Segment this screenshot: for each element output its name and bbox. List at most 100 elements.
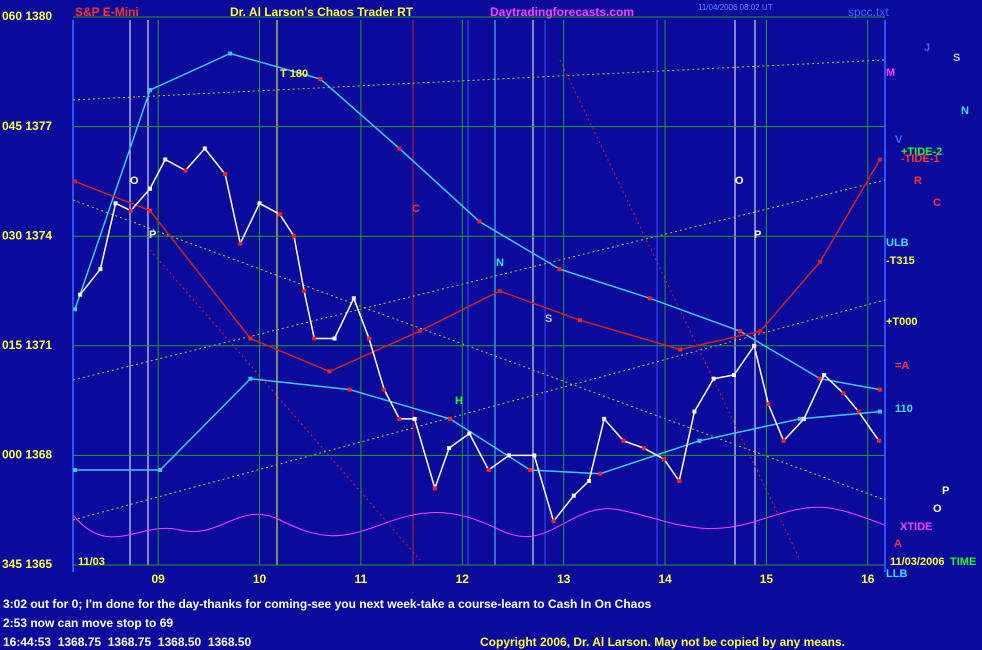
dotted-line bbox=[72, 59, 886, 101]
price-point bbox=[641, 446, 646, 451]
price-point bbox=[818, 376, 823, 381]
annotation: N bbox=[496, 257, 504, 269]
price-point bbox=[647, 296, 652, 301]
price-point bbox=[497, 289, 502, 293]
price-point bbox=[447, 446, 452, 451]
chart-title: Dr. Al Larson's Chaos Trader RT bbox=[230, 5, 414, 19]
price-point bbox=[586, 478, 591, 483]
price-point bbox=[557, 267, 562, 272]
price-point bbox=[822, 373, 827, 378]
annotation: T 180 bbox=[280, 68, 308, 80]
price-point bbox=[148, 208, 153, 213]
price-point bbox=[148, 186, 153, 191]
annotation: XTIDE bbox=[900, 521, 932, 533]
x-tick-label: 10 bbox=[253, 572, 267, 586]
price-point bbox=[662, 457, 667, 462]
y-tick-label: 345 1365 bbox=[2, 557, 52, 571]
annotation: S bbox=[545, 313, 552, 325]
y-tick-label: 045 1377 bbox=[2, 119, 52, 133]
price-point bbox=[351, 296, 356, 301]
annotation: N bbox=[961, 105, 969, 117]
price-point bbox=[73, 179, 78, 184]
annotation: LLB bbox=[886, 568, 907, 580]
price-point bbox=[397, 416, 402, 421]
oscillator bbox=[72, 506, 886, 538]
annotation: C bbox=[412, 203, 420, 215]
annotation: O bbox=[130, 175, 139, 187]
annotation: J bbox=[924, 42, 930, 54]
annotation: ULB bbox=[886, 237, 909, 249]
price-point bbox=[163, 157, 168, 162]
price-point bbox=[223, 172, 228, 177]
annotation: V bbox=[895, 134, 903, 146]
annotation: A bbox=[894, 538, 902, 550]
decor-lines bbox=[72, 20, 886, 565]
price-point bbox=[417, 329, 422, 334]
copyright: Copyright 2006, Dr. Al Larson. May not b… bbox=[480, 635, 845, 649]
y-tick-label: 000 1368 bbox=[2, 448, 52, 462]
price-point bbox=[532, 453, 537, 458]
x-tick-label: 09 bbox=[151, 572, 165, 586]
price-point bbox=[367, 336, 372, 341]
price-point bbox=[877, 387, 882, 392]
price-point bbox=[448, 416, 453, 421]
x-tick-label: 16 bbox=[861, 572, 875, 586]
x-tick-label: 13 bbox=[557, 572, 571, 586]
annotation: -TIDE-1 bbox=[901, 153, 940, 165]
series-line bbox=[75, 377, 880, 475]
price-point bbox=[412, 416, 417, 421]
annotation: H bbox=[455, 395, 463, 407]
price-point bbox=[248, 376, 253, 381]
price-point bbox=[248, 336, 253, 341]
price-point bbox=[302, 289, 307, 293]
price-point bbox=[602, 416, 607, 421]
price-point bbox=[202, 146, 207, 151]
price-point bbox=[327, 369, 332, 374]
price-point bbox=[238, 241, 243, 246]
y-tick-label: 030 1374 bbox=[2, 228, 52, 242]
x-tick-label: 11 bbox=[355, 572, 368, 586]
price-point bbox=[731, 373, 736, 378]
price-point bbox=[797, 416, 802, 421]
price-point bbox=[877, 157, 882, 162]
price-point bbox=[73, 307, 78, 312]
price-point bbox=[697, 438, 702, 443]
price-point bbox=[257, 201, 262, 206]
price-point bbox=[818, 259, 823, 264]
annotation: +TIDE-2 bbox=[901, 146, 942, 158]
price-point bbox=[128, 208, 133, 213]
file-name: spcc.txt bbox=[848, 5, 889, 19]
price-point bbox=[506, 453, 511, 458]
price-point bbox=[332, 336, 337, 341]
price-point bbox=[678, 347, 683, 352]
price-point bbox=[692, 409, 697, 414]
price-point bbox=[856, 409, 861, 414]
price-point bbox=[876, 438, 881, 443]
annotation: 11/03 bbox=[78, 556, 105, 568]
x-tick-label: 15 bbox=[760, 572, 774, 586]
annotation: P bbox=[942, 485, 949, 497]
series-line bbox=[79, 147, 880, 523]
price-point bbox=[621, 438, 626, 443]
price-point bbox=[486, 468, 491, 473]
price-point bbox=[841, 391, 846, 396]
price-point bbox=[113, 201, 118, 206]
instrument: S&P E-Mini bbox=[75, 5, 139, 19]
price-point bbox=[312, 336, 317, 341]
annotation: -T315 bbox=[886, 255, 915, 267]
annotation: =A bbox=[895, 360, 909, 372]
timestamp: 11/04/2006 08:02 UT bbox=[698, 3, 773, 12]
footer-line: 3:02 out for 0; I'm done for the day-tha… bbox=[3, 597, 652, 611]
price-point bbox=[677, 478, 682, 483]
price-point bbox=[382, 387, 387, 392]
price-point bbox=[477, 219, 482, 224]
footer-line: 2:53 now can move stop to 69 bbox=[3, 616, 173, 630]
price-point bbox=[277, 212, 282, 217]
price-point bbox=[98, 267, 103, 272]
annotation: O bbox=[735, 175, 744, 187]
price-point bbox=[571, 493, 576, 498]
price-point bbox=[577, 318, 582, 323]
price-point bbox=[801, 416, 806, 421]
price-point bbox=[148, 88, 153, 93]
quote: 16:44:53 1368.75 1368.75 1368.50 1368.50 bbox=[3, 635, 252, 649]
